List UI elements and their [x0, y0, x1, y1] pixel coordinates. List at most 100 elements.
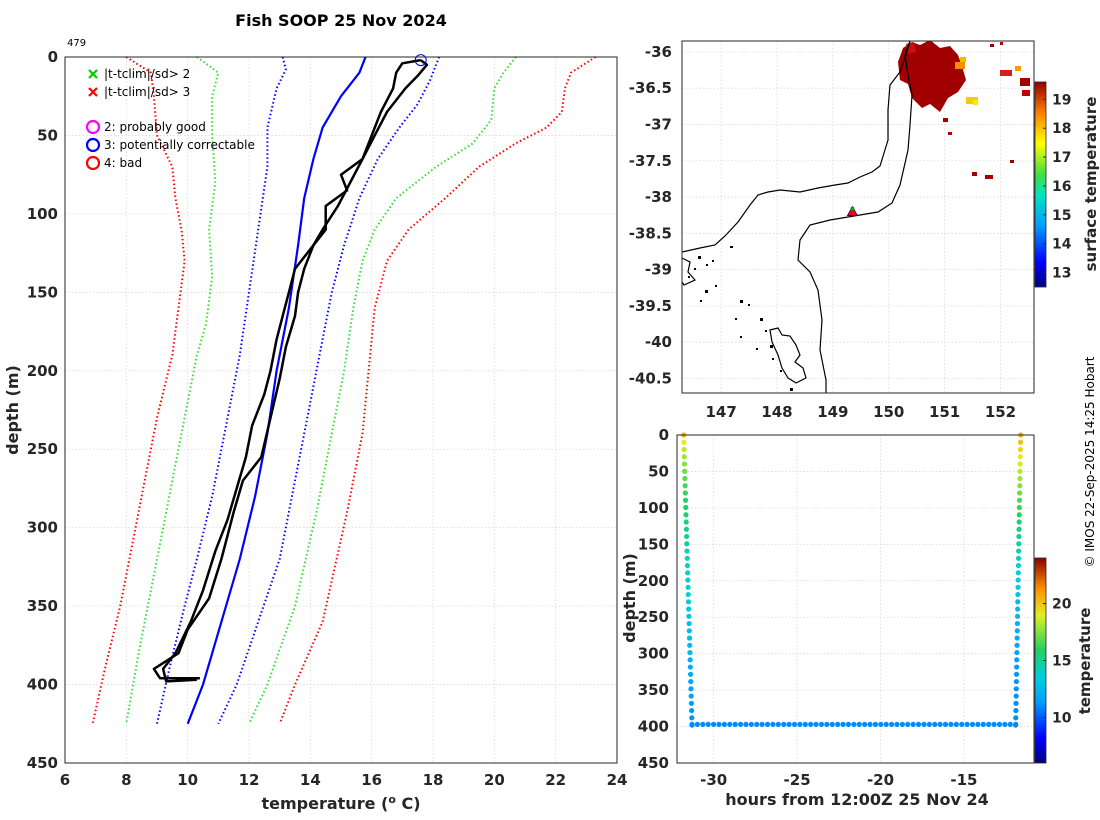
sst-colorbar-ticks: 13 14 15 16 17 18 19 [1043, 92, 1072, 282]
map-y-ticks: -36 -36.5 -37 -37.5 -38 -38.5 -39 -39.5 -40 -40.5 [629, 43, 672, 388]
map-y-tick-label: -36.5 [629, 79, 672, 97]
series-line [278, 56, 597, 725]
ascent-point [1016, 497, 1023, 503]
bottom-point [770, 721, 776, 727]
descent-point [687, 664, 693, 670]
track-x-tick-label: -25 [784, 771, 811, 789]
profile-series-group [91, 54, 597, 725]
track-data [681, 432, 1024, 728]
ascent-point [1014, 620, 1021, 627]
temperature-colorbar-tick-label: 15 [1052, 654, 1071, 670]
bottom-point [905, 721, 911, 727]
bottom-point [915, 721, 922, 727]
series-line [161, 59, 429, 683]
bottom-point [851, 721, 857, 727]
legend-marker [85, 137, 101, 153]
series-line [186, 56, 367, 725]
track-y-tick-label: 400 [638, 718, 669, 736]
descent-point [683, 512, 689, 518]
ascent-point [1014, 642, 1020, 648]
descent-point [686, 613, 692, 619]
temperature-colorbar-label: temperature [1076, 608, 1094, 715]
descent-point [684, 562, 691, 569]
track-panel: -30 -25 -20 -15 0 50 100 150 200 250 300 350 400 450… [620, 426, 1094, 809]
bottom-point [1007, 721, 1013, 727]
ascent-point [1017, 490, 1023, 496]
x-tick-label: 22 [545, 771, 566, 789]
descent-point [687, 657, 693, 663]
bottom-point [856, 721, 862, 727]
bottom-point [996, 721, 1003, 727]
ascent-point [1017, 454, 1023, 460]
bottom-point [705, 721, 711, 727]
profile-id-annotation: 479 [67, 38, 86, 49]
map-y-tick-label: -40.5 [629, 369, 672, 387]
y-tick-label: 450 [27, 754, 58, 772]
y-tick-label: 0 [48, 48, 58, 66]
bottom-point [764, 721, 771, 727]
descent-point [683, 533, 690, 540]
descent-point [682, 468, 688, 474]
profile-panel: Fish SOOP 25 Nov 2024 479 6 8 10 12 14 16 18 20… [3, 11, 627, 813]
ascent-point [1016, 548, 1022, 554]
map-y-tick-label: -40 [645, 333, 672, 351]
track-y-tick-label: 250 [638, 608, 669, 626]
ascent-point [1017, 461, 1023, 467]
ascent-point [1016, 526, 1022, 532]
bottom-point [781, 721, 787, 727]
sst-colorbar-tick-label: 14 [1052, 237, 1072, 253]
track-y-tick-label: 450 [638, 754, 669, 772]
bottom-point [980, 721, 986, 727]
series-line [217, 56, 441, 725]
descent-point [684, 548, 690, 554]
legend-label: 4: bad [104, 156, 142, 170]
track-grid [677, 434, 1034, 764]
map-panel: 147 148 149 150 151 152 -36-36.5-37-37.5-38-3… [629, 40, 1100, 421]
temperature-colorbar-tick-label: 20 [1052, 597, 1072, 613]
descent-point [687, 642, 693, 648]
ascent-point [1014, 613, 1021, 619]
map-y-tick-label: -39 [645, 261, 672, 279]
bottom-point [942, 721, 949, 727]
track-x-axis-label: hours from 12:00Z 25 Nov 24 [725, 790, 988, 809]
chart-title: Fish SOOP 25 Nov 2024 [235, 11, 447, 30]
series-line [91, 56, 186, 725]
sst-patches [898, 41, 1030, 179]
descent-point [685, 577, 691, 583]
bottom-point [759, 721, 765, 727]
descent-point [689, 715, 695, 721]
bottom-point [862, 721, 868, 727]
ascent-point [1013, 707, 1019, 714]
ascent-point [1013, 722, 1019, 728]
track-y-axis-label: depth (m) [620, 553, 639, 643]
profile-plot-frame [64, 56, 618, 764]
bottom-point [721, 721, 727, 727]
bottom-point [878, 721, 884, 727]
bottom-point [743, 721, 749, 727]
sst-colorbar-tick-label: 18 [1052, 121, 1071, 137]
map-y-tick-label: -37.5 [629, 152, 672, 170]
ascent-point [1015, 570, 1021, 576]
ascent-point [1016, 504, 1023, 511]
profile-x-axis-label: temperature (o C) [261, 793, 420, 813]
profile-grid [64, 56, 618, 764]
bottom-point [964, 721, 970, 727]
descent-point [683, 504, 689, 511]
legend-label: 2: probably good [104, 120, 206, 134]
descent-point [685, 584, 691, 590]
ascent-point [1017, 446, 1024, 453]
bottom-point [786, 721, 792, 727]
descent-point [682, 475, 688, 482]
ascent-point [1017, 468, 1023, 474]
legend-marker [88, 87, 98, 97]
track-y-tick-label: 350 [638, 681, 669, 699]
bottom-point [824, 721, 830, 727]
bottom-point [921, 721, 927, 727]
descent-point [685, 570, 691, 576]
legend-marker [85, 155, 101, 171]
bottom-point [1002, 721, 1008, 727]
bottom-point [694, 721, 701, 727]
bottom-point [829, 721, 835, 727]
bottom-point [894, 721, 900, 727]
y-tick-label: 400 [27, 676, 58, 694]
